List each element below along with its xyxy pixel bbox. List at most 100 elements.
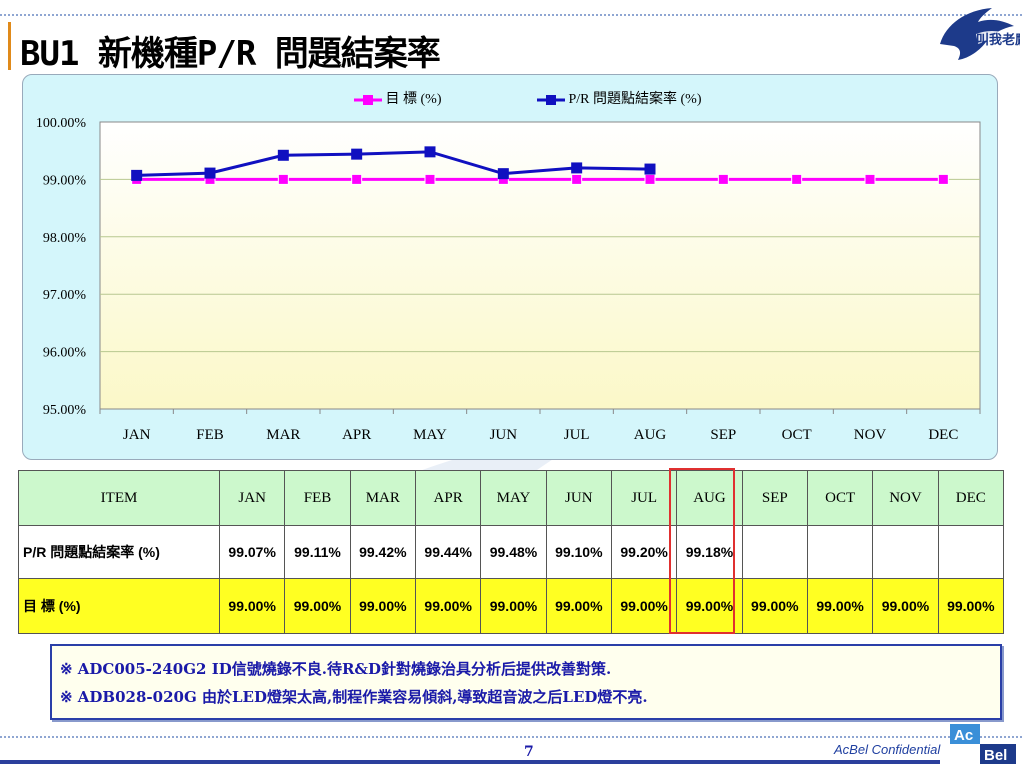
actual-cell: 99.11%: [284, 525, 351, 579]
data-point: [204, 167, 216, 179]
data-point: [424, 173, 436, 185]
row-label-target: 目 標 (%): [18, 578, 220, 634]
target-cell: 99.00%: [872, 578, 939, 634]
actual-cell: 99.18%: [676, 525, 743, 579]
confidential-label: AcBel Confidential: [834, 742, 941, 757]
highlight-aug-column: [669, 468, 735, 634]
table-row-target: 目 標 (%) 99.00% 99.00% 99.00% 99.00% 99.0…: [18, 578, 1005, 634]
x-tick-label: SEP: [710, 427, 736, 443]
data-point: [131, 169, 143, 181]
actual-cell: 99.20%: [610, 525, 678, 579]
page-number: 7: [524, 744, 534, 760]
header-divider: [0, 14, 1024, 16]
header-month: MAY: [480, 470, 547, 526]
target-cell: 99.00%: [610, 578, 678, 634]
header-month: SEP: [741, 470, 808, 526]
x-tick-label: NOV: [854, 427, 887, 443]
note-line: ※ ADC005-240G2 ID信號燒錄不良.待R&D針對燒錄治具分析后提供改…: [60, 660, 612, 678]
data-point: [424, 146, 436, 158]
data-point: [717, 173, 729, 185]
y-tick-label: 97.00%: [43, 288, 87, 303]
notes-box: ※ ADC005-240G2 ID信號燒錄不良.待R&D針對燒錄治具分析后提供改…: [50, 644, 1002, 720]
legend-actual-swatch: [537, 94, 565, 105]
x-tick-label: MAY: [413, 427, 447, 443]
target-cell: 99.00%: [545, 578, 612, 634]
target-cell: 99.00%: [676, 578, 743, 634]
data-point: [351, 173, 363, 185]
y-tick-label: 98.00%: [43, 231, 87, 246]
acbel-logo-top: Ac: [954, 727, 973, 744]
x-tick-label: AUG: [634, 427, 667, 443]
header-month: JUN: [545, 470, 612, 526]
header-month: APR: [414, 470, 482, 526]
x-tick-label: OCT: [782, 427, 812, 443]
x-tick-label: DEC: [928, 427, 958, 443]
actual-cell: 99.07%: [218, 525, 286, 579]
row-label-actual: P/R 問題點結案率 (%): [18, 525, 220, 579]
x-tick-label: JUN: [490, 427, 518, 443]
actual-cell: [872, 525, 939, 579]
table-header-row: ITEM JAN FEB MAR APR MAY JUN JUL AUG SEP…: [18, 470, 1005, 526]
line-chart: 100.00% 99.00% 98.00% 97.00% 96.00% 95.00% JAN…: [36, 116, 981, 443]
x-tick-label: FEB: [196, 427, 224, 443]
legend-target: 目 標 (%): [354, 88, 442, 108]
target-cell: 99.00%: [414, 578, 482, 634]
header-month: JUL: [610, 470, 678, 526]
x-tick-label: JAN: [123, 427, 151, 443]
data-point: [644, 173, 656, 185]
table-row-actual: P/R 問題點結案率 (%) 99.07% 99.11% 99.42% 99.4…: [18, 525, 1005, 579]
plot-area: [99, 121, 981, 410]
x-tick-label: MAR: [266, 427, 300, 443]
x-tick-label: JUL: [564, 427, 590, 443]
chart-panel: 100.00% 99.00% 98.00% 97.00% 96.00% 95.00% JAN…: [22, 74, 998, 460]
slide-title: BU1 新機種P/R 問題結案率: [20, 34, 441, 74]
header-month: FEB: [284, 470, 351, 526]
legend-target-label: 目 標 (%): [385, 92, 442, 107]
acbel-logo-bottom: Bel: [984, 747, 1007, 764]
actual-cell: 99.44%: [414, 525, 482, 579]
y-tick-label: 100.00%: [36, 116, 87, 131]
title-accent-bar: [8, 22, 11, 70]
target-cell: 99.00%: [218, 578, 286, 634]
target-cell: 99.00%: [806, 578, 874, 634]
footer-divider: [0, 736, 1024, 738]
header-month: MAR: [349, 470, 416, 526]
header-month: DEC: [937, 470, 1005, 526]
footer-bar: [0, 760, 940, 764]
legend-target-swatch: [354, 94, 382, 105]
logo-text: 叫我老鷹: [976, 32, 1020, 48]
target-cell: 99.00%: [284, 578, 351, 634]
legend-actual-label: P/R 問題點結案率 (%): [568, 92, 702, 107]
data-point: [571, 173, 583, 185]
actual-cell: [937, 525, 1005, 579]
y-tick-label: 96.00%: [43, 346, 87, 361]
data-point: [497, 168, 509, 180]
data-point: [864, 173, 876, 185]
target-cell: 99.00%: [937, 578, 1005, 634]
data-point: [571, 162, 583, 174]
actual-cell: [741, 525, 808, 579]
header-month: AUG: [676, 470, 743, 526]
data-point: [937, 173, 949, 185]
target-cell: 99.00%: [480, 578, 547, 634]
acbel-logo-icon: Ac Bel: [950, 724, 1016, 764]
actual-cell: 99.10%: [545, 525, 612, 579]
note-line: ※ ADB028-020G 由於LED燈架太高,制程作業容易傾斜,導致超音波之后…: [60, 688, 648, 706]
target-cell: 99.00%: [349, 578, 416, 634]
actual-cell: [806, 525, 874, 579]
actual-cell: 99.42%: [349, 525, 416, 579]
data-point: [791, 173, 803, 185]
series-line-actual: [136, 150, 651, 177]
header-item: ITEM: [18, 470, 220, 526]
actual-cell: 99.48%: [480, 525, 547, 579]
header-month: NOV: [872, 470, 939, 526]
legend-actual: P/R 問題點結案率 (%): [537, 88, 702, 108]
y-tick-label: 99.00%: [43, 173, 87, 188]
x-tick-label: APR: [342, 427, 371, 443]
data-point: [277, 149, 289, 161]
eagle-logo-icon: 叫我老鷹: [940, 8, 1020, 60]
y-tick-label: 95.00%: [43, 403, 87, 418]
header-month: OCT: [806, 470, 874, 526]
data-table: ITEM JAN FEB MAR APR MAY JUN JUL AUG SEP…: [18, 470, 1005, 634]
data-point: [277, 173, 289, 185]
